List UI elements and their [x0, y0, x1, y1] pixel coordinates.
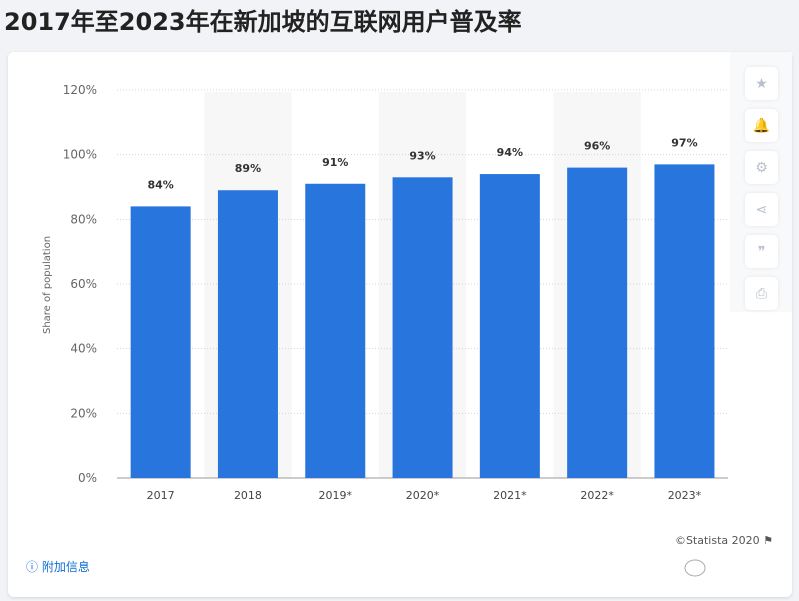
x-tick-label: 2020* [406, 489, 440, 502]
data-label: 94% [497, 146, 523, 159]
gear-button[interactable]: ⚙ [745, 151, 778, 184]
credit-text: ©Statista 2020 [674, 534, 760, 547]
data-label: 89% [235, 162, 261, 175]
page-title: 2017年至2023年在新加坡的互联网用户普及率 [4, 8, 522, 36]
y-tick-label: 100% [63, 148, 97, 162]
x-tick-label: 2022* [580, 489, 614, 502]
watermark-logo [684, 559, 706, 577]
star-button[interactable]: ★ [745, 67, 778, 100]
bell-button[interactable]: 🔔 [745, 109, 778, 142]
y-tick-label: 120% [63, 83, 97, 97]
y-tick-label: 80% [70, 212, 97, 226]
bar[interactable] [479, 174, 540, 479]
x-tick-label: 2019* [319, 489, 353, 502]
y-tick-label: 0% [78, 471, 97, 485]
info-link-text: 附加信息 [41, 560, 90, 574]
y-tick-label: 20% [70, 406, 97, 420]
bar[interactable] [130, 206, 191, 478]
x-tick-label: 2018 [234, 489, 262, 502]
y-tick-label: 40% [70, 342, 97, 356]
data-label: 96% [584, 140, 610, 153]
y-axis-label: Share of population [42, 236, 53, 334]
share-button[interactable]: ⋖ [745, 193, 778, 226]
y-tick-label: 60% [70, 277, 97, 291]
data-label: 91% [322, 156, 348, 169]
bar[interactable] [392, 177, 453, 479]
star-icon: ★ [755, 75, 768, 92]
bar[interactable] [217, 190, 278, 478]
quote-icon: ❞ [757, 243, 766, 260]
bar[interactable] [654, 164, 715, 478]
x-tick-label: 2021* [493, 489, 527, 502]
gear-icon: ⚙ [755, 159, 768, 176]
quote-button[interactable]: ❞ [745, 235, 778, 268]
print-button[interactable]: ⎙ [745, 277, 778, 310]
x-tick-label: 2023* [668, 489, 702, 502]
statista-credit[interactable]: ©Statista 2020 ⚑ [675, 534, 773, 547]
bar[interactable] [305, 183, 366, 478]
share-icon: ⋖ [755, 201, 768, 218]
additional-info-link[interactable]: ⓘ 附加信息 [26, 558, 90, 575]
x-tick-label: 2017 [147, 489, 175, 502]
data-label: 84% [147, 178, 173, 191]
info-icon: ⓘ [26, 560, 39, 574]
flag-icon[interactable]: ⚑ [763, 534, 773, 547]
data-label: 93% [409, 149, 435, 162]
print-icon: ⎙ [755, 285, 768, 302]
data-label: 97% [671, 136, 697, 149]
bell-icon: 🔔 [752, 117, 771, 134]
bar[interactable] [567, 167, 628, 478]
